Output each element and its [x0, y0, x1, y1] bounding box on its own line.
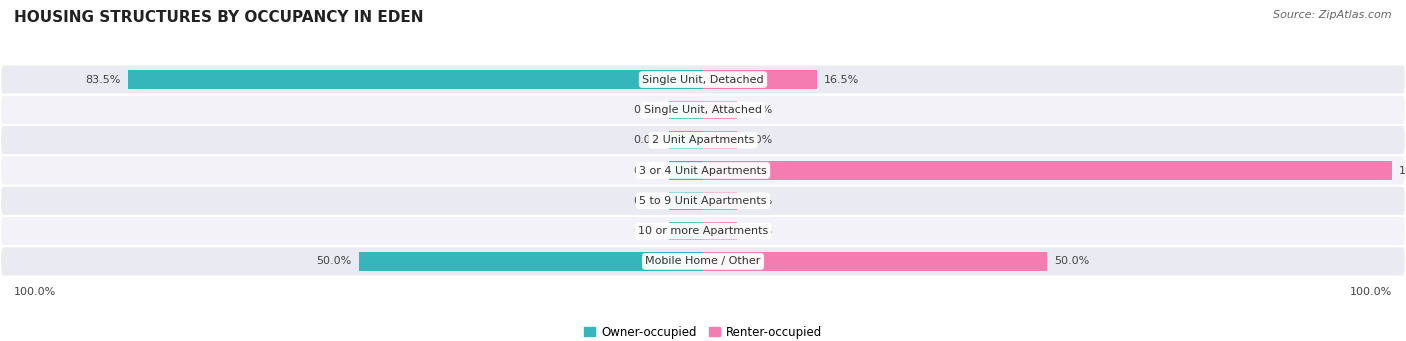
Text: 16.5%: 16.5% — [824, 75, 859, 85]
FancyBboxPatch shape — [0, 246, 1406, 277]
Text: 10 or more Apartments: 10 or more Apartments — [638, 226, 768, 236]
Text: 0.0%: 0.0% — [634, 105, 662, 115]
FancyBboxPatch shape — [0, 64, 1406, 95]
Text: 3 or 4 Unit Apartments: 3 or 4 Unit Apartments — [640, 165, 766, 176]
Text: 100.0%: 100.0% — [1350, 287, 1392, 297]
Text: 0.0%: 0.0% — [634, 165, 662, 176]
Bar — [128, 71, 703, 89]
Bar — [359, 252, 703, 270]
Text: 2 Unit Apartments: 2 Unit Apartments — [652, 135, 754, 145]
Text: 50.0%: 50.0% — [1054, 256, 1090, 266]
Bar — [703, 161, 1392, 180]
Text: HOUSING STRUCTURES BY OCCUPANCY IN EDEN: HOUSING STRUCTURES BY OCCUPANCY IN EDEN — [14, 10, 423, 25]
Text: Source: ZipAtlas.com: Source: ZipAtlas.com — [1274, 10, 1392, 20]
Text: 0.0%: 0.0% — [634, 135, 662, 145]
Text: Single Unit, Detached: Single Unit, Detached — [643, 75, 763, 85]
Text: 0.0%: 0.0% — [634, 226, 662, 236]
Bar — [669, 131, 703, 149]
FancyBboxPatch shape — [0, 95, 1406, 125]
Text: 100.0%: 100.0% — [1399, 165, 1406, 176]
Bar — [703, 131, 738, 149]
Bar — [703, 71, 817, 89]
Bar — [669, 222, 703, 240]
Bar — [703, 222, 738, 240]
Bar — [669, 101, 703, 119]
Bar — [703, 192, 738, 210]
Text: 0.0%: 0.0% — [744, 196, 772, 206]
FancyBboxPatch shape — [0, 216, 1406, 246]
Bar — [703, 252, 1047, 270]
Text: 50.0%: 50.0% — [316, 256, 352, 266]
Text: 100.0%: 100.0% — [14, 287, 56, 297]
Text: 0.0%: 0.0% — [744, 226, 772, 236]
Text: 0.0%: 0.0% — [744, 135, 772, 145]
Text: 5 to 9 Unit Apartments: 5 to 9 Unit Apartments — [640, 196, 766, 206]
Bar — [669, 192, 703, 210]
FancyBboxPatch shape — [0, 155, 1406, 186]
Bar — [703, 101, 738, 119]
Text: 0.0%: 0.0% — [634, 196, 662, 206]
Legend: Owner-occupied, Renter-occupied: Owner-occupied, Renter-occupied — [579, 321, 827, 341]
Text: Single Unit, Attached: Single Unit, Attached — [644, 105, 762, 115]
Text: 0.0%: 0.0% — [744, 105, 772, 115]
Text: Mobile Home / Other: Mobile Home / Other — [645, 256, 761, 266]
Text: 83.5%: 83.5% — [86, 75, 121, 85]
Bar — [669, 161, 703, 180]
FancyBboxPatch shape — [0, 186, 1406, 216]
FancyBboxPatch shape — [0, 125, 1406, 155]
